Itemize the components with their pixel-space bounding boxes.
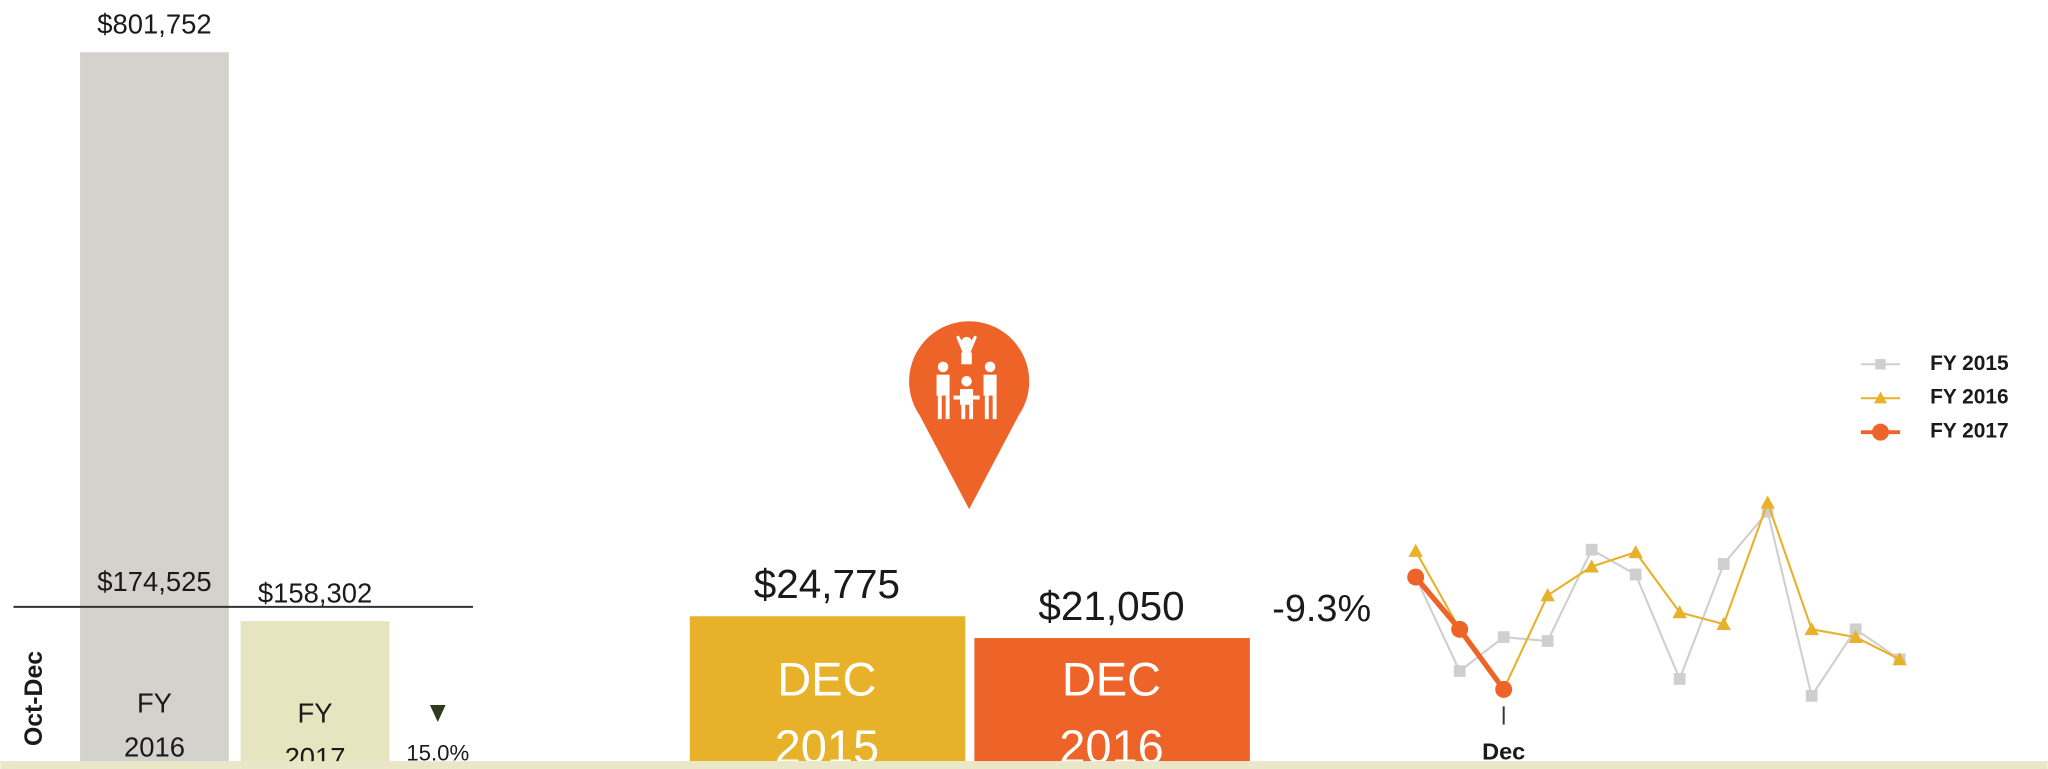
category-label: DEC <box>1062 652 1161 705</box>
x-tick-label: Dec <box>1482 739 1525 765</box>
marker <box>1629 568 1642 581</box>
marker <box>1871 423 1889 441</box>
marker <box>1540 588 1555 602</box>
marker <box>1716 616 1731 630</box>
marker <box>1495 680 1513 698</box>
marker <box>1848 629 1863 644</box>
marker <box>1584 559 1599 573</box>
marker <box>1585 543 1598 556</box>
marker <box>1408 543 1423 557</box>
row-label: Oct-Dec <box>21 651 48 746</box>
marker <box>1451 620 1469 638</box>
marker <box>1804 622 1819 636</box>
marker <box>1407 568 1425 586</box>
legend-label: FY 2016 <box>1930 386 2009 409</box>
marker <box>1875 359 1886 370</box>
marker <box>1892 652 1907 666</box>
change-label: -9.3% <box>1272 588 1371 630</box>
category-label: 2015 <box>775 720 880 769</box>
category-label: 2016 <box>124 732 185 763</box>
marker <box>1541 635 1554 647</box>
marker <box>1760 495 1775 509</box>
marker <box>1673 673 1686 685</box>
value-label: $174,525 <box>97 566 211 597</box>
marker <box>1805 690 1818 702</box>
change-arrow <box>429 705 446 722</box>
marker <box>1761 505 1774 518</box>
series-line <box>1414 499 1901 692</box>
category-label: 2016 <box>1059 720 1164 769</box>
people-icon <box>936 335 997 420</box>
legend-label: FY 2017 <box>1930 420 2009 443</box>
marker <box>1849 623 1862 636</box>
bar <box>240 621 390 762</box>
category-label: DEC <box>777 652 876 705</box>
charts: $801,752$174,525FY2016$158,302FY2017Oct-… <box>13 8 2009 769</box>
legend-label: FY 2015 <box>1930 352 2009 375</box>
marker <box>1672 605 1687 619</box>
marker <box>1453 665 1466 677</box>
category-label: FY <box>137 687 172 718</box>
value-label: $24,775 <box>754 561 900 607</box>
series-line <box>1414 509 1901 699</box>
total-bar <box>80 52 229 762</box>
total-label: $801,752 <box>97 8 211 39</box>
marker <box>1717 558 1730 570</box>
value-label: $158,302 <box>258 578 372 609</box>
marker <box>1497 631 1510 644</box>
bottom-band <box>0 761 2048 769</box>
marker <box>1628 545 1643 559</box>
marker <box>1873 391 1888 404</box>
value-label: $21,050 <box>1038 583 1184 629</box>
pin-icon <box>909 321 1030 510</box>
category-label: FY <box>298 698 333 729</box>
bar <box>974 638 1250 762</box>
bar <box>689 616 966 762</box>
